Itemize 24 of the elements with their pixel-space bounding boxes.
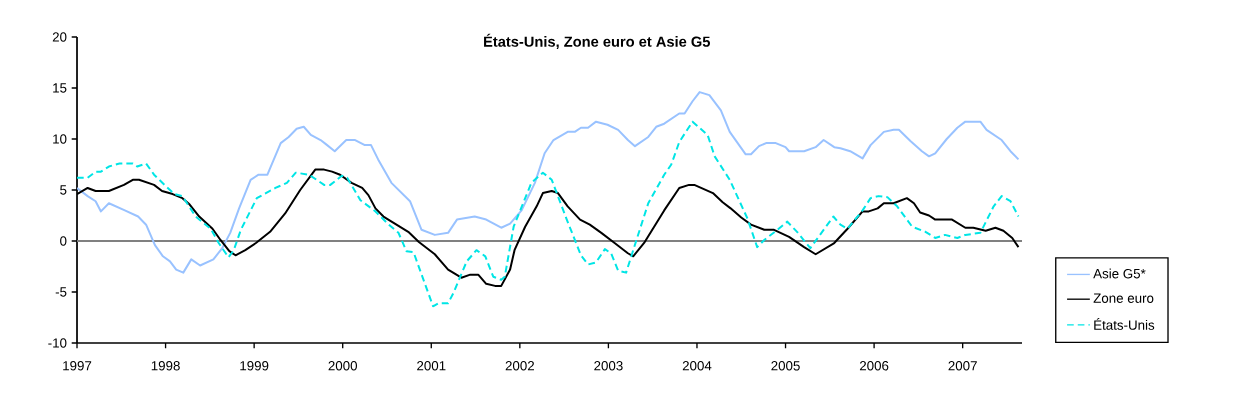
x-tick-label: 2004 [682,361,712,371]
legend-label: Asie G5* [1093,268,1146,279]
y-tick-label: 0 [60,236,67,246]
x-tick-label: 1997 [63,361,92,371]
x-tick-label: 1998 [151,361,180,371]
line-series [77,120,1020,308]
x-tick-label: 2007 [948,361,977,371]
legend-label: Zone euro [1093,293,1154,303]
x-tick-label: 2006 [859,361,889,371]
x-tick-label: 2002 [505,361,534,371]
x-tick-label: 2001 [417,361,446,371]
legend-label: États-Unis [1094,318,1155,330]
line-series [77,91,1020,274]
x-tick-label: 2005 [771,361,800,371]
x-tick-label: 2003 [594,361,623,371]
y-tick-label: 20 [52,32,67,42]
y-tick-label: 10 [53,134,67,144]
chart-title: États-Unis, Zone euro et Asie G5 [484,33,711,49]
x-tick-label: 1999 [240,361,269,371]
y-tick-label: -5 [55,287,67,297]
y-tick-label: 5 [60,185,67,195]
y-tick-label: 15 [53,83,67,93]
x-tick-label: 2000 [328,361,358,371]
y-tick-label: -10 [48,338,67,348]
